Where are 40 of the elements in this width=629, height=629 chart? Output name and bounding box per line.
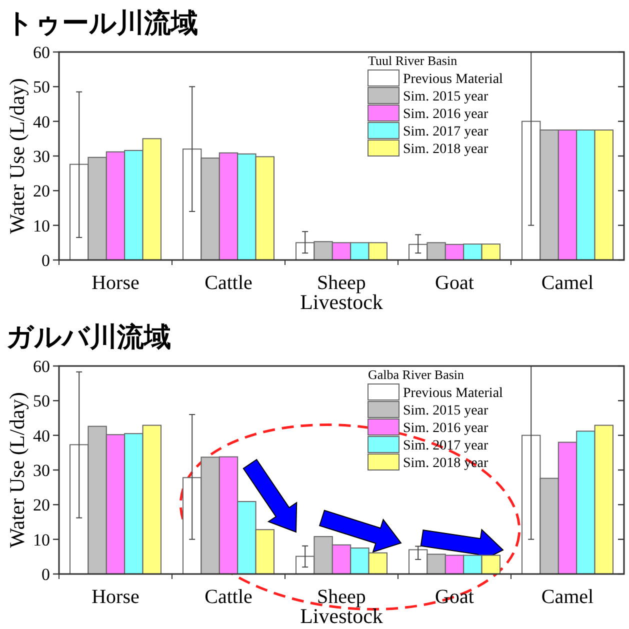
y-tick-label: 20 [33, 496, 50, 515]
y-tick-label: 50 [33, 78, 50, 97]
x-tick-label: Cattle [204, 272, 253, 294]
y-tick-label: 40 [33, 426, 50, 446]
y-axis-title: Water Use (L/day) [5, 392, 29, 548]
x-tick-label: Camel [541, 586, 594, 608]
y-tick-label: 60 [33, 43, 50, 62]
y-tick-label: 50 [33, 392, 50, 411]
y-tick-label: 10 [33, 216, 50, 236]
legend-label: Sim. 2017 year [403, 124, 488, 140]
legend-label: Sim. 2016 year [403, 421, 488, 436]
legend-label: Sim. 2016 year [403, 107, 488, 122]
x-tick-label: Camel [541, 272, 594, 294]
x-tick-label: Horse [92, 586, 140, 608]
legend-title: Tuul River Basin [368, 53, 458, 68]
y-tick-label: 30 [33, 461, 50, 480]
y-tick-label: 10 [33, 530, 50, 550]
legend-label: Sim. 2018 year [403, 456, 488, 471]
legend-label: Previous Material [403, 386, 504, 401]
legend-label: Sim. 2015 year [403, 90, 488, 104]
y-tick-label: 30 [33, 147, 50, 166]
x-tick-label: Horse [92, 272, 140, 294]
legend-label: Previous Material [403, 72, 504, 87]
y-axis-title: Water Use (L/day) [5, 78, 29, 234]
legend-label: Sim. 2018 year [403, 142, 488, 157]
y-tick-label: 0 [42, 251, 50, 270]
x-tick-label: Sheep [317, 586, 366, 608]
y-tick-label: 0 [42, 565, 50, 584]
legend-label: Sim. 2017 year [403, 438, 488, 454]
y-tick-label: 60 [33, 357, 50, 376]
y-tick-label: 40 [33, 112, 50, 132]
chart-title: ガルバ川流域 [6, 322, 171, 353]
x-tick-label: Sheep [317, 272, 366, 294]
legend-label: Sim. 2015 year [403, 404, 488, 418]
x-tick-label: Goat [435, 272, 474, 294]
legend-title: Galba River Basin [368, 367, 465, 382]
chart-title: トゥール川流域 [6, 8, 198, 39]
x-tick-label: Goat [435, 586, 474, 608]
x-tick-label: Cattle [204, 586, 253, 608]
y-tick-label: 20 [33, 182, 50, 201]
